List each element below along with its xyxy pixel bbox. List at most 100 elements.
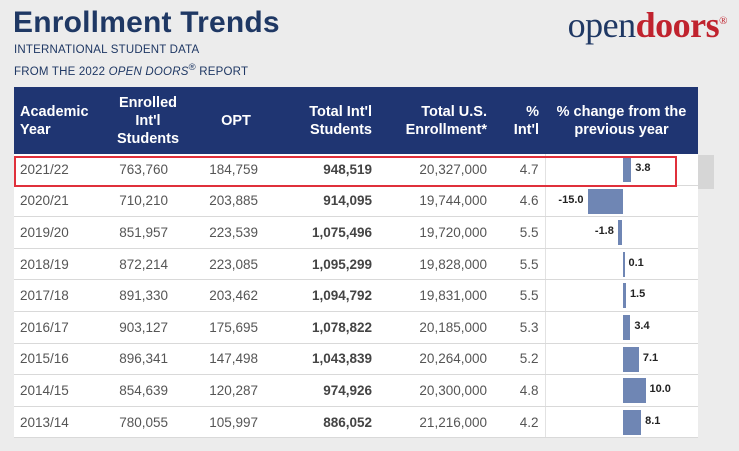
cell-pct-change: 8.1 bbox=[544, 406, 698, 439]
subtitle-line-2: FROM THE 2022 OPEN DOORS® REPORT bbox=[14, 62, 248, 78]
cell-enrolled: 780,055 bbox=[104, 406, 192, 439]
cell-pct-change: 1.5 bbox=[544, 279, 698, 312]
cell-pct-intl: 5.2 bbox=[493, 343, 545, 376]
table-header-row: Academic Year Enrolled Int'l Students OP… bbox=[14, 87, 698, 154]
cell-total-us: 19,828,000 bbox=[378, 248, 493, 281]
logo-reg: ® bbox=[719, 15, 727, 27]
change-bar-label: 3.8 bbox=[635, 162, 651, 174]
cell-total-intl: 1,075,496 bbox=[280, 216, 378, 249]
change-bar bbox=[622, 346, 639, 372]
cell-total-us: 20,300,000 bbox=[378, 374, 493, 407]
cell-total-us: 19,831,000 bbox=[378, 279, 493, 312]
cell-year: 2015/16 bbox=[14, 343, 104, 376]
cell-total-us: 19,720,000 bbox=[378, 216, 493, 249]
change-bar bbox=[622, 409, 642, 435]
cell-enrolled: 872,214 bbox=[104, 248, 192, 281]
subtitle-prefix: FROM THE 2022 bbox=[14, 65, 109, 78]
cell-pct-intl: 5.3 bbox=[493, 311, 545, 344]
change-bar bbox=[622, 283, 626, 309]
table-body: 2021/22 763,760 184,759 948,519 20,327,000 4.… bbox=[14, 154, 698, 439]
col-header-total-us[interactable]: Total U.S. Enrollment* bbox=[378, 87, 493, 154]
cell-total-us: 19,744,000 bbox=[378, 185, 493, 218]
change-bar bbox=[588, 188, 623, 214]
table-row[interactable]: 2021/22 763,760 184,759 948,519 20,327,000 4.… bbox=[14, 154, 698, 186]
change-bar bbox=[622, 378, 646, 404]
change-bar-label: 10.0 bbox=[649, 383, 671, 396]
cell-total-intl: 1,043,839 bbox=[280, 343, 378, 376]
cell-opt: 184,759 bbox=[192, 154, 280, 186]
col-header-pct-change[interactable]: % change from the previous year bbox=[545, 87, 698, 154]
col-header-total-intl[interactable]: Total Int'l Students bbox=[280, 87, 378, 154]
open-doors-logo[interactable]: opendoors® bbox=[567, 4, 728, 46]
cell-enrolled: 891,330 bbox=[104, 279, 192, 312]
cell-pct-change: 3.8 bbox=[544, 154, 698, 186]
cell-pct-intl: 5.5 bbox=[493, 216, 545, 249]
cell-total-us: 20,264,000 bbox=[378, 343, 493, 376]
table-row[interactable]: 2016/17 903,127 175,695 1,078,822 20,185,000… bbox=[14, 311, 698, 344]
cell-total-intl: 1,078,822 bbox=[280, 311, 378, 344]
col-header-academic-year[interactable]: Academic Year bbox=[14, 87, 104, 154]
cell-pct-change: 7.1 bbox=[544, 343, 698, 376]
cell-total-intl: 914,095 bbox=[280, 185, 378, 218]
cell-pct-intl: 4.8 bbox=[493, 374, 545, 407]
table-row[interactable]: 2019/20 851,957 223,539 1,075,496 19,720,000… bbox=[14, 216, 698, 249]
enrollment-table: Academic Year Enrolled Int'l Students OP… bbox=[14, 87, 698, 439]
cell-opt: 203,462 bbox=[192, 279, 280, 312]
change-bar-label: 1.5 bbox=[629, 288, 646, 301]
table-row[interactable]: 2014/15 854,639 120,287 974,926 20,300,000 4.… bbox=[14, 374, 698, 407]
cell-pct-intl: 4.6 bbox=[493, 185, 545, 218]
table-row[interactable]: 2018/19 872,214 223,085 1,095,299 19,828,000… bbox=[14, 248, 698, 281]
cell-opt: 105,997 bbox=[192, 406, 280, 439]
table-row[interactable]: 2015/16 896,341 147,498 1,043,839 20,264,000… bbox=[14, 343, 698, 376]
change-bar bbox=[618, 220, 623, 246]
cell-total-intl: 1,095,299 bbox=[280, 248, 378, 281]
col-header-pct-intl[interactable]: % Int'l bbox=[493, 87, 545, 154]
cell-enrolled: 854,639 bbox=[104, 374, 192, 407]
table-row[interactable]: 2017/18 891,330 203,462 1,094,792 19,831,000… bbox=[14, 279, 698, 312]
cell-opt: 223,085 bbox=[192, 248, 280, 281]
change-bar-label: -1.8 bbox=[594, 225, 614, 238]
cell-opt: 120,287 bbox=[192, 374, 280, 407]
subtitle-reg: ® bbox=[188, 62, 196, 73]
cell-year: 2020/21 bbox=[14, 185, 104, 218]
table-row[interactable]: 2020/21 710,210 203,885 914,095 19,744,000 4.… bbox=[14, 185, 698, 218]
cell-opt: 223,539 bbox=[192, 216, 280, 249]
change-bar-label: 8.1 bbox=[645, 414, 661, 427]
change-bar-label: 0.1 bbox=[628, 256, 644, 269]
scrollbar-thumb[interactable] bbox=[698, 155, 714, 189]
cell-total-us: 20,185,000 bbox=[378, 311, 493, 344]
cell-year: 2021/22 bbox=[14, 154, 104, 186]
cell-enrolled: 710,210 bbox=[104, 185, 192, 218]
cell-year: 2018/19 bbox=[14, 248, 104, 281]
logo-part1: open bbox=[567, 5, 636, 45]
col-header-enrolled[interactable]: Enrolled Int'l Students bbox=[104, 87, 192, 154]
change-bar bbox=[622, 157, 632, 182]
cell-year: 2019/20 bbox=[14, 216, 104, 249]
cell-year: 2014/15 bbox=[14, 374, 104, 407]
cell-total-intl: 974,926 bbox=[280, 374, 378, 407]
cell-pct-intl: 4.7 bbox=[493, 154, 545, 186]
cell-total-intl: 1,094,792 bbox=[280, 279, 378, 312]
cell-opt: 147,498 bbox=[192, 343, 280, 376]
cell-pct-change: -1.8 bbox=[544, 216, 698, 249]
col-header-opt[interactable]: OPT bbox=[192, 87, 280, 154]
subtitle-suffix: REPORT bbox=[195, 65, 249, 78]
page-title: Enrollment Trends bbox=[13, 6, 280, 39]
change-bar bbox=[622, 251, 625, 277]
cell-enrolled: 896,341 bbox=[104, 343, 192, 376]
cell-opt: 203,885 bbox=[192, 185, 280, 218]
cell-enrolled: 851,957 bbox=[104, 216, 192, 249]
cell-total-us: 21,216,000 bbox=[378, 406, 493, 439]
change-bar bbox=[622, 314, 631, 340]
cell-pct-intl: 4.2 bbox=[493, 406, 545, 439]
cell-total-intl: 948,519 bbox=[280, 154, 378, 186]
cell-enrolled: 763,760 bbox=[104, 154, 192, 186]
cell-year: 2013/14 bbox=[14, 406, 104, 439]
subtitle-line-1: INTERNATIONAL STUDENT DATA bbox=[14, 44, 200, 56]
cell-pct-intl: 5.5 bbox=[493, 248, 545, 281]
cell-year: 2016/17 bbox=[14, 311, 104, 344]
subtitle-italic: OPEN DOORS bbox=[108, 65, 189, 78]
table-row[interactable]: 2013/14 780,055 105,997 886,052 21,216,000 4.… bbox=[14, 406, 698, 439]
cell-pct-change: 10.0 bbox=[544, 374, 698, 407]
cell-year: 2017/18 bbox=[14, 279, 104, 312]
